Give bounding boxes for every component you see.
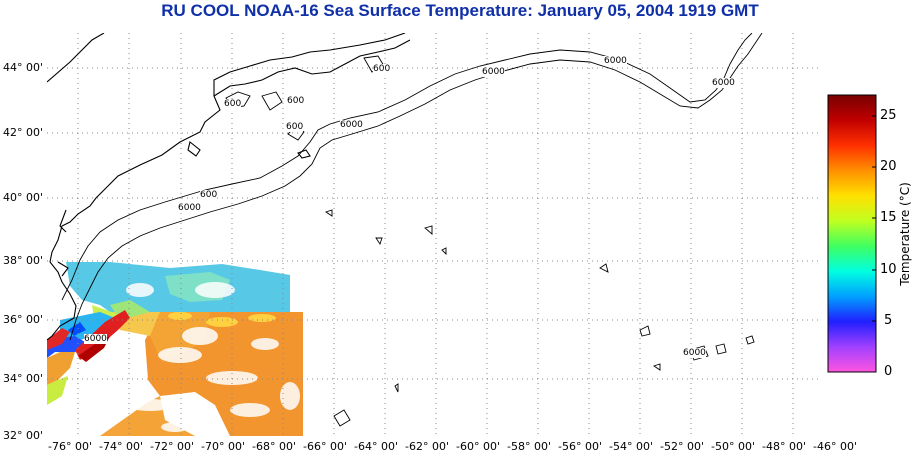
lat-label: 34° 00' xyxy=(3,372,44,385)
page-title: RU COOL NOAA-16 Sea Surface Temperature:… xyxy=(161,1,759,20)
lon-label: -68° 00' xyxy=(252,440,296,453)
lat-label: 36° 00' xyxy=(3,313,44,326)
colorbar-tick-label: 10 xyxy=(880,262,897,277)
lon-label: -50° 00' xyxy=(711,440,755,453)
graticule xyxy=(47,33,818,436)
lon-label: -48° 00' xyxy=(762,440,806,453)
lon-label: -74° 00' xyxy=(99,440,143,453)
depth-contours xyxy=(61,33,763,427)
colorbar-tick-label: 5 xyxy=(884,313,893,328)
lon-label: -60° 00' xyxy=(456,440,500,453)
lon-label: -64° 00' xyxy=(354,440,398,453)
sst-image xyxy=(47,262,303,436)
lat-label: 38° 00' xyxy=(3,254,44,267)
lat-label: 32° 00' xyxy=(3,429,44,442)
colorbar-tick-label: 20 xyxy=(880,159,897,174)
lon-label: -56° 00' xyxy=(558,440,602,453)
lon-label: -58° 00' xyxy=(507,440,551,453)
colorbar-tick-label: 0 xyxy=(884,364,893,379)
lat-label: 40° 00' xyxy=(3,191,44,204)
lon-label: -46° 00' xyxy=(813,440,857,453)
lon-label: -62° 00' xyxy=(405,440,449,453)
colorbar-tick-label: 15 xyxy=(880,210,897,225)
lat-label: 44° 00' xyxy=(3,61,44,74)
lat-label: 42° 00' xyxy=(3,126,44,139)
lon-label: -70° 00' xyxy=(201,440,245,453)
lon-label: -72° 00' xyxy=(150,440,194,453)
lon-label: -52° 00' xyxy=(660,440,704,453)
colorbar-title: Temperature (°C) xyxy=(898,182,912,286)
lon-label: -76° 00' xyxy=(48,440,92,453)
lon-label: -54° 00' xyxy=(609,440,653,453)
lon-label: -66° 00' xyxy=(303,440,347,453)
coastline xyxy=(47,33,411,341)
colorbar-tick-label: 25 xyxy=(880,108,897,123)
